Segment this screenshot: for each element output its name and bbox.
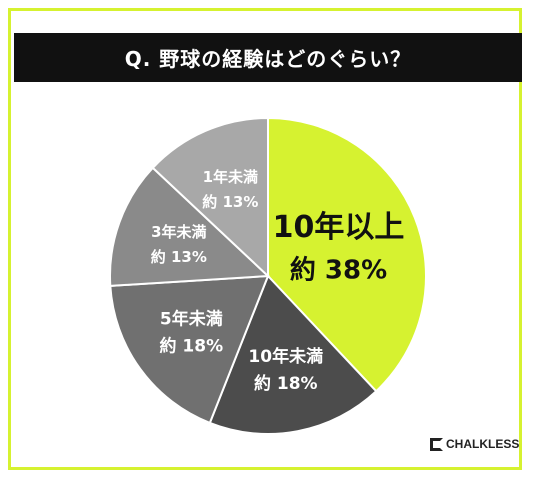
slice-label-0: 10年以上 [273, 210, 405, 245]
brand-name: CHALKLESS [446, 437, 520, 451]
slice-value-2: 約 18% [160, 335, 224, 356]
slice-value-1: 約 18% [254, 373, 318, 394]
slice-value-0: 約 38% [290, 255, 387, 286]
question-title: Q. 野球の経験はどのぐらい？ [14, 33, 522, 82]
slice-label-3: 3年未満 [151, 223, 206, 241]
slice-value-4: 約 13% [202, 193, 258, 211]
brand-logo: CHALKLESS [430, 437, 519, 451]
pie-slice-3 [109, 166, 271, 287]
pie-slice-2 [109, 274, 270, 425]
pie-slice-4 [151, 116, 269, 279]
slice-label-4: 1年未満 [203, 168, 258, 186]
pie-slice-1 [208, 274, 378, 435]
pie-slice-0 [267, 116, 427, 393]
slice-label-1: 10年未満 [248, 346, 323, 367]
chalkless-logo-icon [430, 437, 443, 451]
slice-label-2: 5年未満 [160, 309, 223, 330]
slice-value-3: 約 13% [151, 248, 207, 266]
